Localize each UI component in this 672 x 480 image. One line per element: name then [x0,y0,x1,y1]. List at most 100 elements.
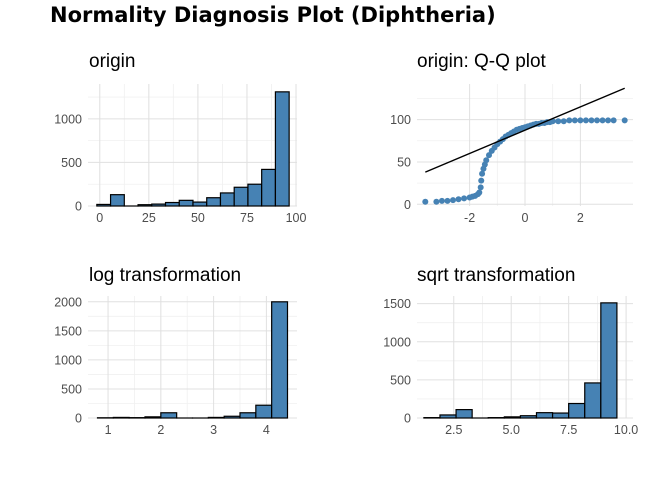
y-tick-label: 0 [404,412,411,426]
qq-point [450,197,456,204]
y-tick-label: 0 [75,412,82,426]
y-tick-label: 0 [404,198,411,212]
qq-point [483,157,490,164]
histogram-bar [223,415,241,419]
panel-title-log: log transformation [89,265,241,286]
y-tick-label: 100 [390,113,411,127]
plot-area-sqrt: 0 500 1000 1500 2.5 5.0 7.5 10.0 [383,296,638,437]
histogram-bars-log [96,301,289,419]
x-tick-label: 7.5 [560,423,577,437]
histogram-bar [178,199,194,207]
qq-reference-line [425,87,625,173]
y-tick-label: 0 [75,200,82,214]
plot-area-origin: 0 500 1000 0 25 50 75 100 [54,84,306,225]
figure-title: Normality Diagnosis Plot (Diphtheria) [50,3,496,27]
y-tick-label: 1500 [383,297,411,311]
qq-point [422,198,429,205]
qq-point [605,117,612,124]
qq-point [455,196,462,203]
x-tick-label: 3 [210,423,217,437]
histogram-bar [568,402,586,419]
qq-point [479,170,486,177]
histogram-bar [239,412,257,419]
panel-qq: origin: Q-Q plot 0 50 100 -2 0 2 [390,51,633,225]
qq-point [566,117,573,124]
histogram-bar [160,412,178,419]
qq-point [577,117,584,124]
panel-sqrt: sqrt transformation 0 500 1000 1500 2.5 5.0 7.… [383,265,638,437]
y-tick-label: 2000 [54,295,82,309]
histogram-bar [261,168,277,207]
gridlines-origin [88,84,297,207]
panel-title-origin: origin [89,51,135,72]
histogram-bar [192,201,208,207]
histogram-bar [144,416,162,419]
x-tick-label: 1 [105,423,112,437]
gridlines-qq [417,84,633,206]
qq-point [610,117,617,124]
x-tick-label: 100 [286,211,307,225]
histogram-bar [207,416,225,419]
plot-area-qq: 0 50 100 -2 0 2 [390,84,633,225]
x-tick-label: 0 [522,211,529,225]
histogram-bar [151,203,167,207]
histogram-bar [247,183,263,207]
qq-point [555,118,562,125]
plot-area-log: 0 500 1000 1500 2000 1 2 3 4 [54,295,297,437]
histogram-bar [535,412,554,419]
gridlines-log [88,296,297,419]
y-tick-label: 500 [390,373,411,387]
y-tick-label: 1000 [54,112,82,126]
histogram-bar [233,186,249,207]
qq-point [582,117,589,124]
histogram-bar [206,197,222,207]
histogram-bars-sqrt [423,302,618,419]
qq-point [599,117,606,124]
panel-title-qq: origin: Q-Q plot [417,51,547,72]
x-tick-label: 2.5 [445,423,462,437]
histogram-bar [503,416,522,419]
qq-point [461,195,468,202]
qq-point [433,198,440,205]
histogram-bar [551,412,570,419]
qq-point [486,152,492,159]
histogram-bar [439,414,457,419]
panel-title-sqrt: sqrt transformation [417,265,575,286]
histogram-bar [584,382,602,419]
qq-point [444,197,451,204]
x-tick-label: 2 [577,211,584,225]
histogram-bar [96,203,112,207]
histogram-bar [271,301,289,419]
panel-log: log transformation 0 500 1000 1500 2000 1 2 3 4 [54,265,297,437]
x-tick-label: 50 [191,211,205,225]
histogram-bar [137,204,153,207]
y-tick-label: 1500 [54,324,82,338]
histogram-bar [219,192,235,207]
x-tick-label: 75 [240,211,254,225]
y-tick-label: 1000 [383,335,411,349]
histogram-bar [455,409,473,419]
x-tick-label: 0 [96,211,103,225]
histogram-bar [274,91,290,207]
y-tick-label: 500 [61,382,82,396]
histogram-bars-origin [96,91,290,207]
histogram-bar [600,302,618,419]
qq-point [588,117,595,124]
qq-point [478,177,485,184]
histogram-bar [164,201,180,207]
y-tick-label: 1000 [54,353,82,367]
panel-origin: origin 0 500 1000 0 25 50 75 100 [54,51,306,225]
histogram-bar [109,194,125,207]
x-tick-label: 2 [157,423,164,437]
histogram-bar [255,404,273,419]
histogram-bar [112,416,130,419]
x-tick-label: 25 [142,211,156,225]
y-tick-label: 50 [397,155,411,169]
qq-point [438,197,445,204]
x-tick-label: 4 [263,423,270,437]
qq-point [594,117,600,124]
y-tick-label: 500 [61,156,82,170]
x-tick-label: 5.0 [503,423,520,437]
histogram-bar [519,415,538,419]
